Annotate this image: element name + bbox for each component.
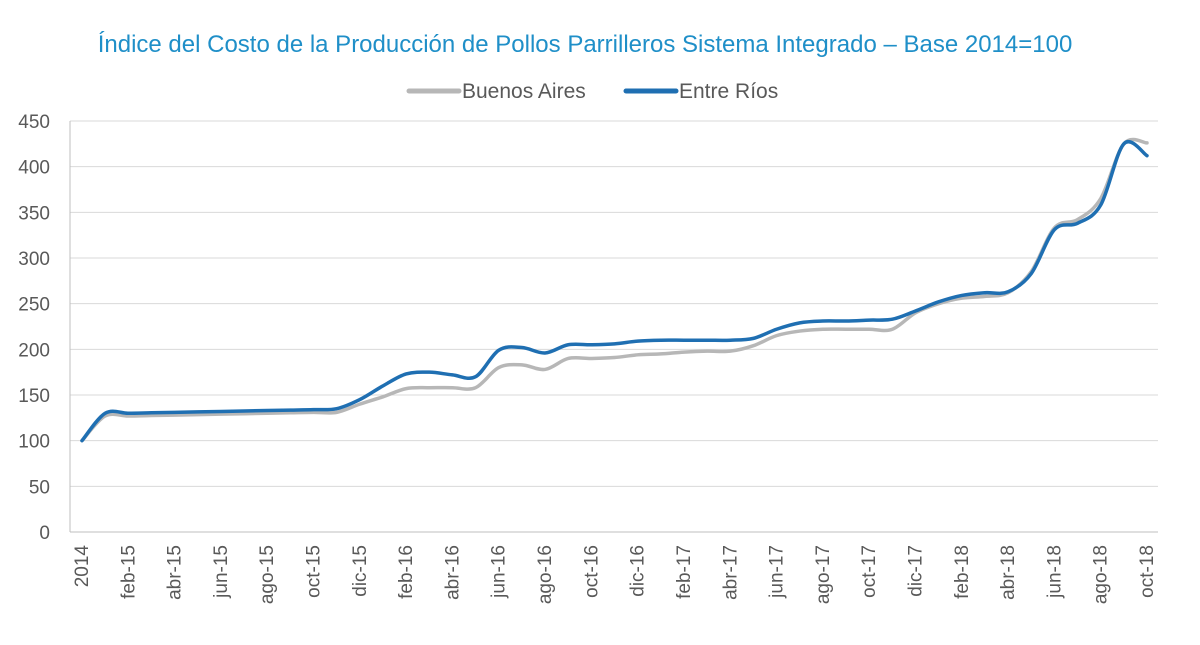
x-tick-label: abr-15 — [165, 545, 186, 600]
x-tick-label: feb-15 — [118, 545, 139, 599]
x-axis-tick-labels: 2014 feb-15 abr-15 jun-15 ago-15 oct-15 dic-15… — [72, 545, 1158, 605]
y-tick-label: 400 — [18, 158, 50, 179]
x-tick-label: ago-15 — [257, 545, 278, 604]
x-tick-label: oct-18 — [1137, 545, 1158, 598]
x-tick-label: abr-16 — [442, 545, 463, 600]
legend-label-entre-rios: Entre Ríos — [679, 80, 778, 103]
x-tick-label: abr-18 — [998, 545, 1019, 600]
y-tick-label: 100 — [18, 432, 50, 453]
y-tick-label: 350 — [18, 203, 50, 224]
x-tick-label: jun-16 — [489, 545, 510, 599]
x-tick-label: jun-15 — [211, 545, 232, 599]
x-tick-label: jun-17 — [767, 545, 788, 599]
x-tick-label: oct-17 — [859, 545, 880, 598]
x-tick-label: jun-18 — [1044, 545, 1065, 599]
x-tick-label: dic-16 — [628, 545, 649, 597]
x-tick-label: abr-17 — [720, 545, 741, 600]
series-lines — [80, 137, 1149, 443]
x-tick-label: ago-18 — [1091, 545, 1112, 604]
y-axis-tick-labels: 0 50 100 150 200 250 300 350 400 450 — [18, 112, 50, 544]
legend: Buenos Aires Entre Ríos — [406, 80, 778, 103]
y-tick-label: 50 — [29, 477, 50, 498]
x-tick-label: oct-16 — [581, 545, 602, 598]
axes — [69, 121, 1158, 533]
y-tick-label: 200 — [18, 340, 50, 361]
x-tick-label: dic-15 — [350, 545, 371, 597]
y-tick-label: 150 — [18, 386, 50, 407]
y-tick-label: 0 — [39, 523, 50, 544]
series-line-entre-rios — [80, 140, 1149, 443]
gridlines — [70, 120, 1158, 487]
chart-title: Índice del Costo de la Producción de Pol… — [98, 31, 1073, 58]
x-tick-label: ago-17 — [813, 545, 834, 604]
x-tick-label: oct-15 — [304, 545, 325, 598]
x-tick-label: 2014 — [72, 545, 93, 588]
legend-label-buenos-aires: Buenos Aires — [462, 80, 586, 103]
x-tick-label: feb-16 — [396, 545, 417, 599]
series-line-buenos-aires — [80, 137, 1149, 443]
x-tick-label: feb-17 — [674, 545, 695, 599]
y-tick-label: 250 — [18, 295, 50, 316]
x-tick-label: dic-17 — [905, 545, 926, 597]
x-tick-label: feb-18 — [952, 545, 973, 599]
y-tick-label: 300 — [18, 249, 50, 270]
y-tick-label: 450 — [18, 112, 50, 133]
x-tick-label: ago-16 — [535, 545, 556, 604]
